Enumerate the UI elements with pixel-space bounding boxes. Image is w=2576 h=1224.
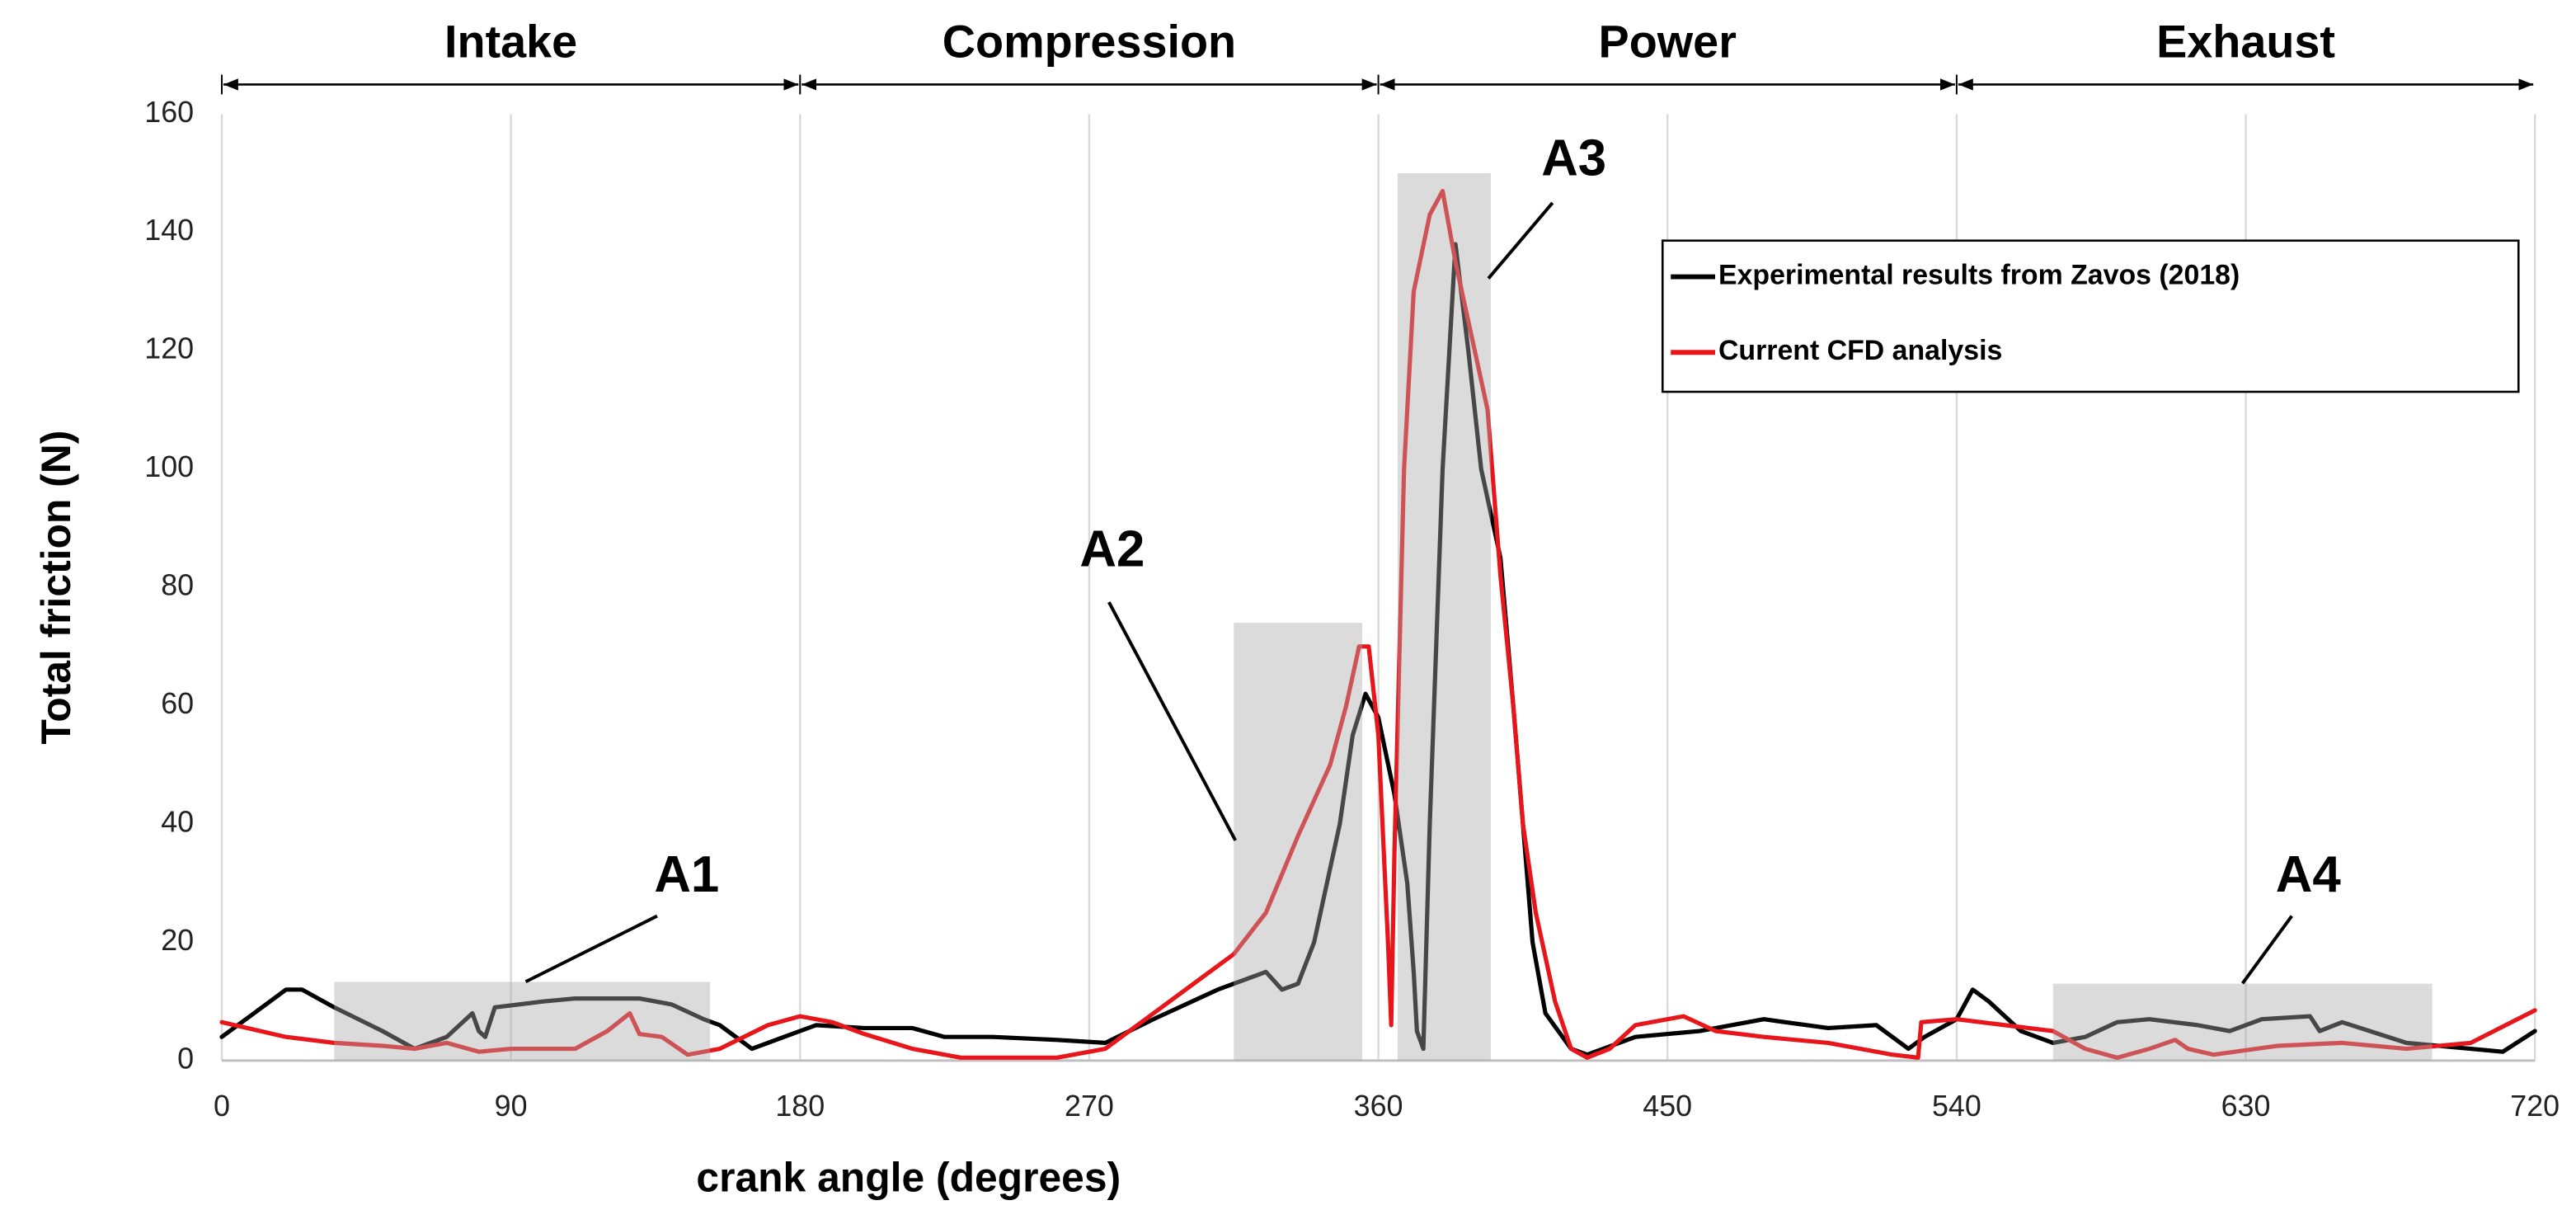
highlight-region [2052,983,2433,1061]
series-line [219,242,2537,1057]
phase-label: Power [1599,16,1737,67]
annotation-label: A4 [2276,846,2342,903]
annotation-leader [2240,915,2293,985]
y-tick-label: 160 [144,96,194,129]
x-tick-label: 450 [1643,1090,1692,1123]
y-tick-label: 80 [161,569,194,602]
x-tick-label: 0 [214,1090,230,1123]
annotation-leader [1107,601,1238,841]
highlight-region [334,982,711,1061]
x-tick-label: 540 [1932,1090,1981,1123]
y-tick-label: 60 [161,687,194,720]
x-axis-title: crank angle (degrees) [696,1155,1121,1201]
phase-label: Compression [942,16,1236,67]
x-tick-label: 90 [495,1090,528,1123]
legend-label: Experimental results from Zavos (2018) [1718,259,2240,290]
annotation-leader [1487,201,1554,280]
x-tick-label: 720 [2510,1090,2560,1123]
y-tick-label: 140 [144,214,194,247]
legend-box [1661,239,2520,393]
y-tick-label: 20 [161,924,194,957]
series-line [219,188,2537,1060]
highlight-region [1234,623,1363,1061]
x-tick-label: 270 [1065,1090,1114,1123]
legend-label: Current CFD analysis [1718,335,2002,366]
y-axis-title: Total friction (N) [33,431,79,745]
phase-label: Exhaust [2156,16,2335,67]
y-tick-label: 0 [177,1042,194,1075]
x-tick-label: 180 [775,1090,825,1123]
highlight-region [1397,173,1491,1061]
y-tick-label: 40 [161,805,194,838]
annotation-leader [524,914,658,984]
y-tick-label: 120 [144,332,194,365]
annotation-label: A1 [654,846,719,903]
y-tick-label: 100 [144,450,194,483]
x-tick-label: 360 [1354,1090,1403,1123]
x-tick-label: 630 [2221,1090,2271,1123]
annotation-label: A3 [1541,129,1606,186]
phase-label: Intake [444,16,577,67]
annotation-label: A2 [1079,521,1145,578]
